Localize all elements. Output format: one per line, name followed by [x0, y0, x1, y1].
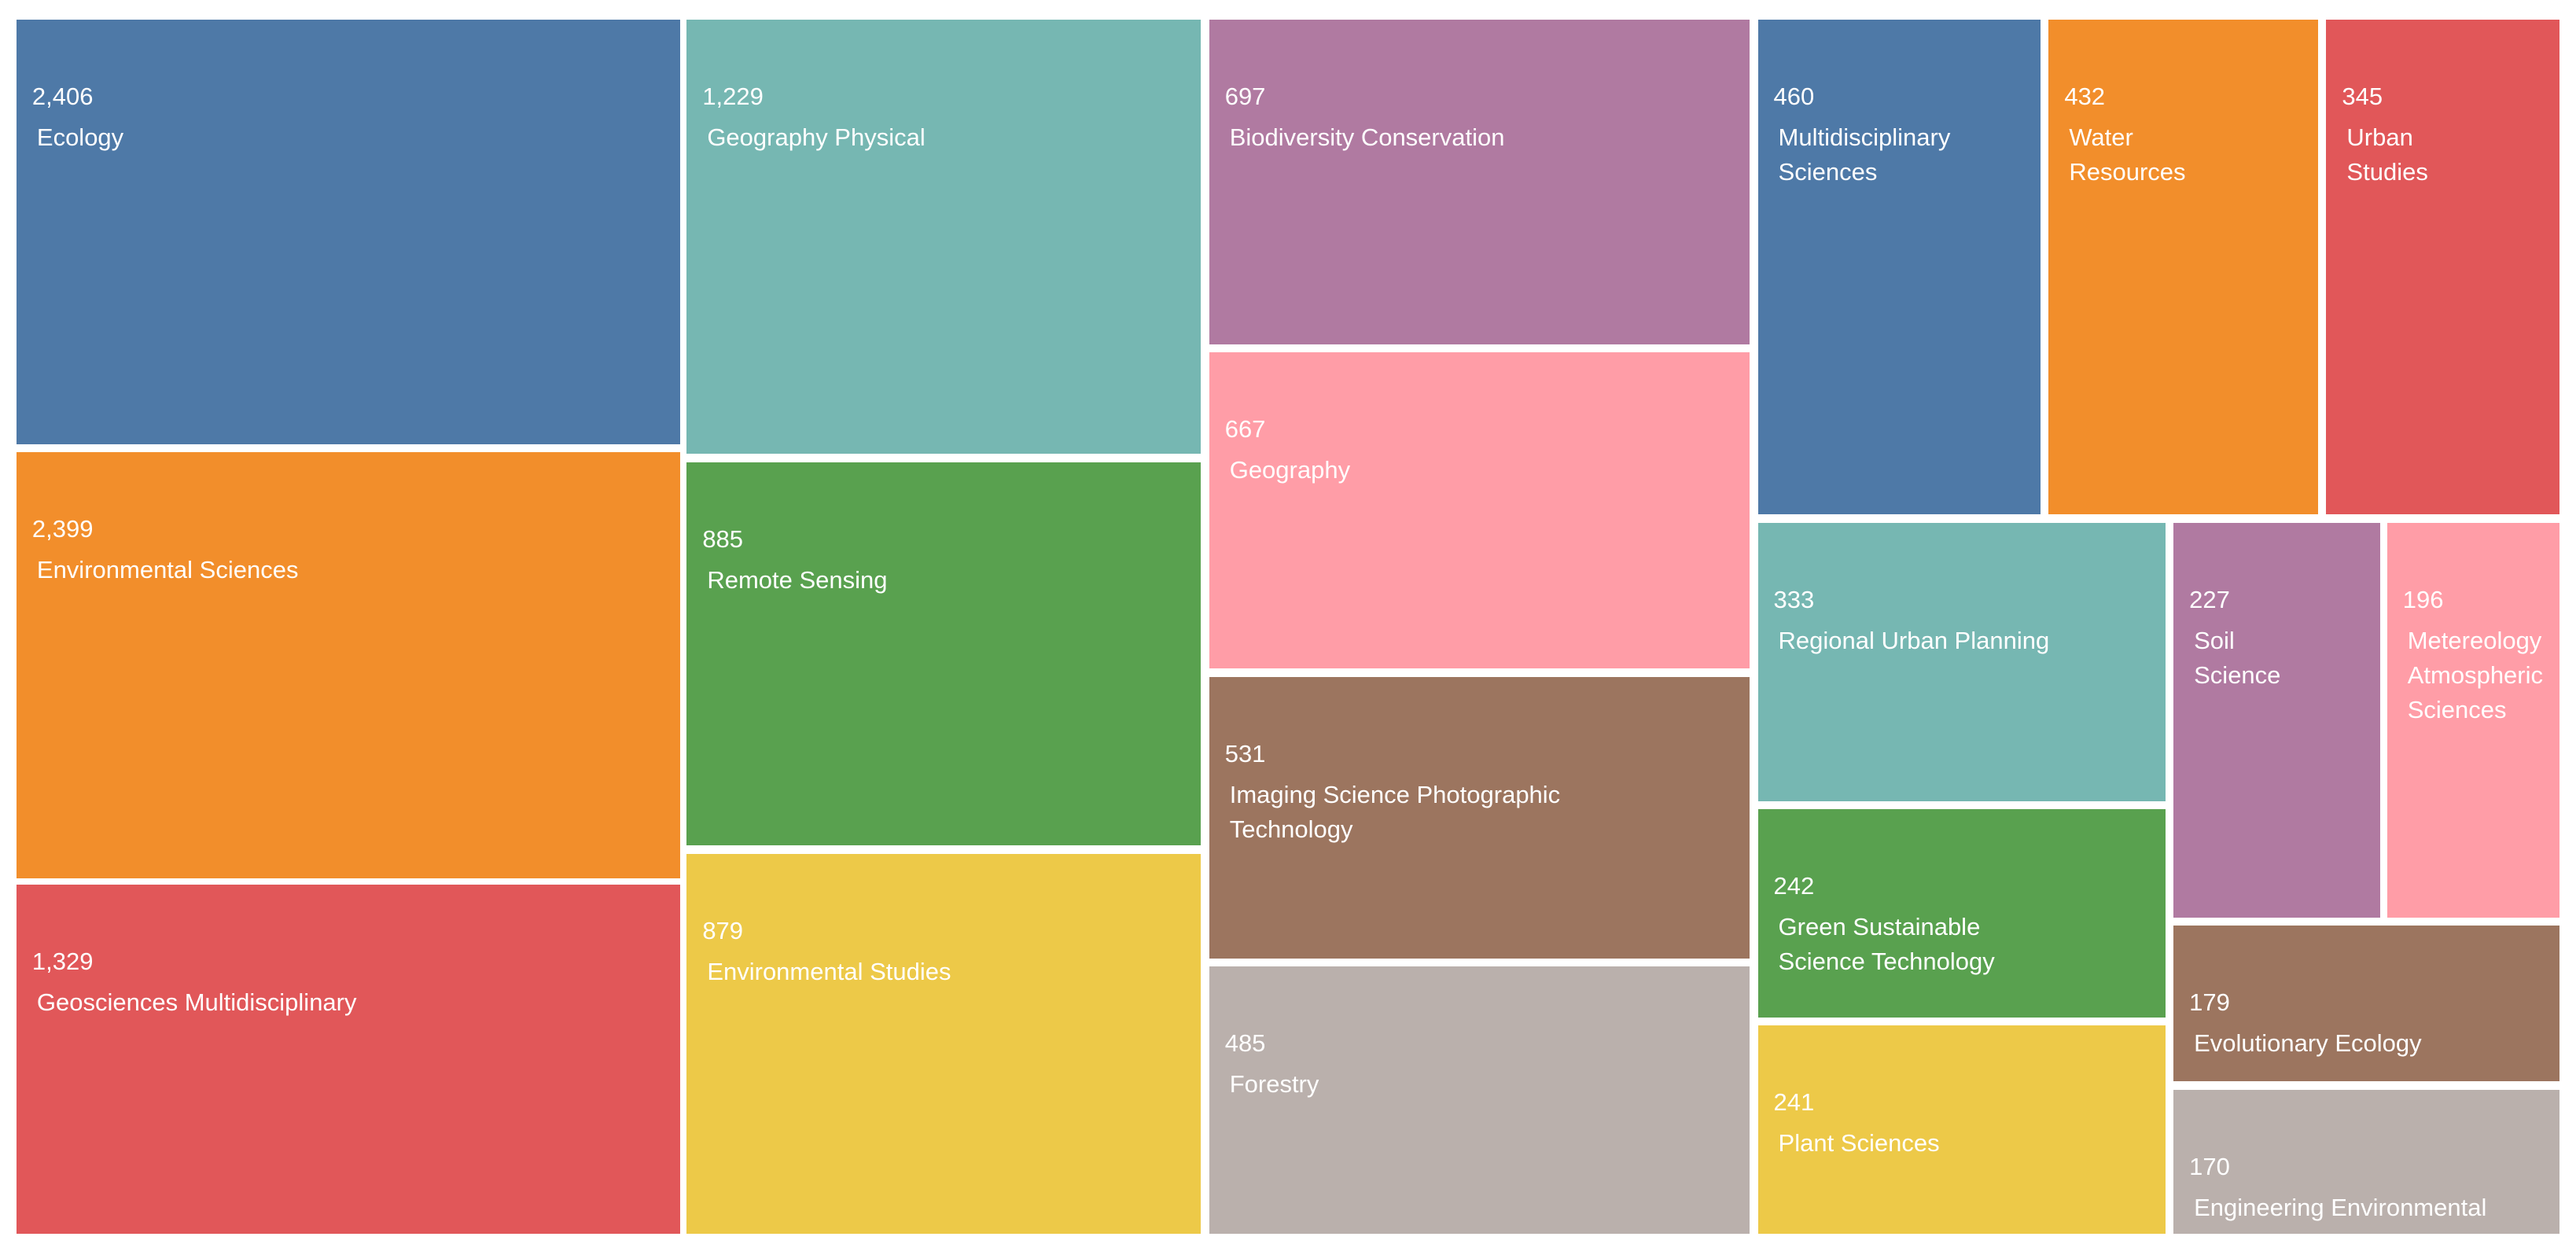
category-label: Imaging Science Photographic Technology: [1229, 780, 1561, 843]
value-label: 485: [1224, 1029, 1266, 1058]
tile: 697 Biodiversity Conservation: [1209, 20, 1750, 344]
category-label: Biodiversity Conservation: [1229, 123, 1505, 151]
tile: 1,329 Geosciences Multidisciplinary: [16, 885, 680, 1234]
value-label: 879: [702, 916, 744, 944]
category-label: Multidisciplinary Sciences: [1778, 123, 1951, 186]
value-label: 697: [1224, 83, 1266, 110]
tile: 2,399 Environmental Sciences: [16, 452, 680, 878]
tile: 1,229 Geography Physical: [686, 20, 1202, 455]
value-label: 1,229: [702, 83, 764, 110]
tile: 2,406 Ecology: [16, 20, 680, 444]
category-label: Evolutionary Ecology: [2194, 1029, 2422, 1058]
tile: 242 Green Sustainable Science Technology: [1757, 809, 2166, 1018]
value-label: 2,399: [31, 515, 94, 543]
tile: 879 Environmental Studies: [686, 853, 1202, 1234]
category-label: Geography: [1229, 455, 1351, 484]
value-label: 170: [2189, 1152, 2230, 1180]
category-label: Green Sustainable Science Technology: [1778, 913, 1995, 976]
value-label: 345: [2342, 83, 2383, 110]
value-label: 667: [1224, 414, 1266, 443]
value-label: 241: [1773, 1088, 1815, 1117]
category-label: Geosciences Multidisciplinary: [36, 988, 357, 1017]
category-label: Geography Physical: [707, 123, 926, 151]
category-label: Soil Science: [2194, 626, 2281, 689]
value-label: 242: [1773, 872, 1815, 900]
tile: 667 Geography: [1209, 351, 1750, 669]
tile: 345 Urban Studies: [2326, 20, 2560, 515]
value-label: 227: [2189, 585, 2230, 613]
category-label: Environmental Sciences: [36, 556, 299, 584]
tile: 531 Imaging Science Photographic Technolo…: [1209, 676, 1750, 959]
value-label: 1,329: [31, 948, 94, 976]
value-label: 333: [1773, 585, 1815, 613]
category-label: Engineering Environmental: [2194, 1193, 2487, 1221]
value-label: 885: [702, 524, 744, 553]
tile: 170 Engineering Environmental: [2173, 1089, 2560, 1234]
category-label: Environmental Studies: [707, 957, 951, 985]
category-label: Forestry: [1229, 1070, 1319, 1099]
value-label: 460: [1773, 83, 1815, 110]
value-label: 2,406: [31, 83, 94, 110]
category-label: Remote Sensing: [707, 565, 888, 594]
value-label: 179: [2189, 988, 2230, 1017]
tile: 333 Regional Urban Planning: [1757, 522, 2166, 801]
tile: 432 Water Resources: [2048, 20, 2318, 515]
category-label: Urban Studies: [2346, 123, 2428, 186]
tile: 179 Evolutionary Ecology: [2173, 926, 2560, 1082]
tile: 885 Remote Sensing: [686, 462, 1202, 846]
tile: 485 Forestry: [1209, 966, 1750, 1234]
value-label: 196: [2402, 585, 2444, 613]
category-label: Plant Sciences: [1778, 1129, 1940, 1157]
tile: 460 Multidisciplinary Sciences: [1757, 20, 2041, 515]
value-label: 531: [1224, 739, 1266, 767]
value-label: 432: [2064, 83, 2106, 110]
category-label: Metereology Atmospheric Sciences: [2407, 626, 2544, 723]
tile: 227 Soil Science: [2173, 522, 2381, 918]
tile: 241 Plant Sciences: [1757, 1025, 2166, 1234]
category-label: Ecology: [36, 123, 124, 151]
category-label: Regional Urban Planning: [1778, 626, 2050, 654]
category-label: Water Resources: [2069, 123, 2186, 186]
tile: 196 Metereology Atmospheric Sciences: [2386, 522, 2560, 918]
